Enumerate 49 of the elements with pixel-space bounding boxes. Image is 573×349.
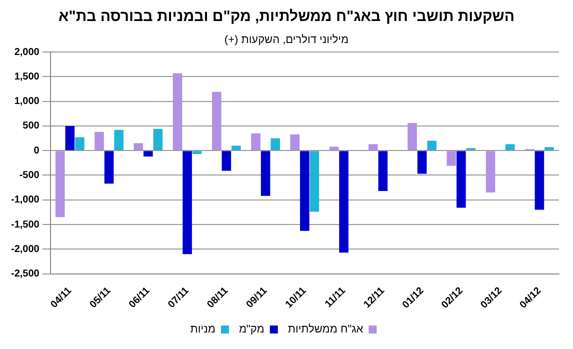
bar	[55, 151, 65, 218]
bar	[75, 137, 84, 150]
bar	[104, 151, 114, 184]
bar	[232, 146, 241, 150]
bar	[94, 132, 104, 150]
bar	[212, 92, 222, 150]
bar	[290, 134, 300, 150]
bar	[408, 122, 417, 150]
legend-label: מניות	[190, 324, 216, 336]
y-tick-label: -2,000	[10, 244, 40, 255]
bar	[329, 146, 339, 150]
y-tick-label: -1,500	[10, 219, 40, 230]
bar	[270, 138, 280, 150]
bar	[144, 151, 153, 156]
bar	[534, 151, 544, 210]
bar	[446, 151, 456, 166]
y-tick-label: 2,000	[14, 46, 40, 58]
bar	[182, 151, 192, 254]
chart-title: השקעות תושבי חוץ באג"ח ממשלתיות, מק"ם ובמניות בבורסה בת"א	[58, 8, 514, 26]
bar	[378, 151, 388, 192]
y-tick-label: 0	[34, 145, 40, 156]
bar	[192, 151, 202, 154]
legend-label: אג"ח ממשלתיות	[288, 324, 364, 336]
bar	[456, 151, 466, 208]
bar	[300, 151, 310, 231]
y-tick-label: -1,000	[10, 194, 40, 206]
y-tick-label: 500	[22, 120, 40, 132]
bar	[417, 151, 427, 174]
bar	[114, 130, 124, 150]
bar	[544, 147, 554, 150]
legend-label: מק"מ	[238, 324, 264, 336]
bar	[153, 128, 163, 150]
bar	[339, 151, 348, 253]
bar	[134, 143, 144, 150]
bar	[172, 73, 182, 150]
bar	[251, 133, 260, 150]
bar	[427, 140, 436, 150]
bar	[486, 151, 496, 192]
bar	[260, 151, 270, 196]
bar	[310, 151, 320, 212]
chart-subtitle: מיליוני דולרים, השקעות (+)	[224, 34, 349, 46]
bar	[222, 151, 232, 171]
y-tick-label: 1,000	[14, 96, 40, 108]
y-tick-label: -2,500	[10, 268, 40, 280]
bar	[65, 126, 75, 150]
bar	[505, 144, 515, 150]
y-tick-label: -500	[19, 170, 40, 181]
y-tick-label: 1,500	[14, 71, 40, 82]
bar	[368, 144, 378, 150]
